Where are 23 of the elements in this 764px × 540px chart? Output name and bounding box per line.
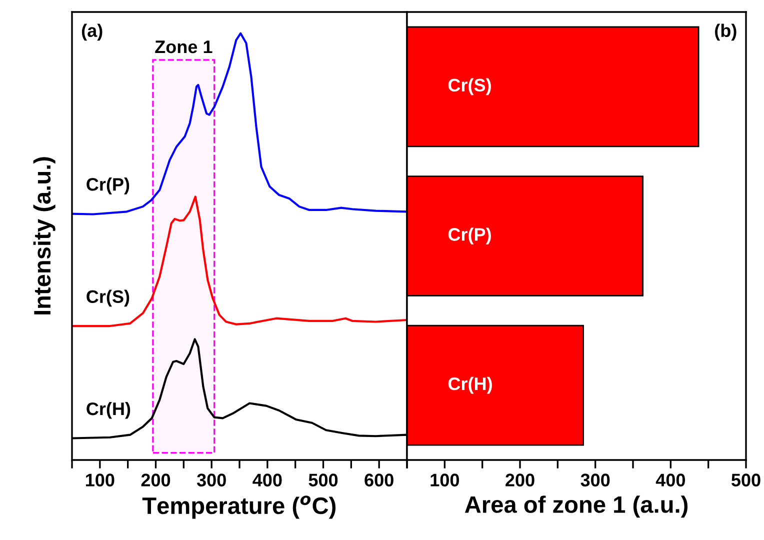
category-label: Cr(S) xyxy=(448,78,491,96)
x-axis-title: Area of zone 1 (a.u.) xyxy=(464,496,688,518)
band-label: Zone 1 xyxy=(155,40,212,54)
category-label: Cr(P) xyxy=(448,228,491,244)
annotation: (a) xyxy=(82,24,102,41)
x-tick-label: 300 xyxy=(196,474,226,486)
x-tick-label: 300 xyxy=(580,474,610,486)
x-tick-label: 600 xyxy=(364,474,394,486)
x-axis-title: Temperature ($^{o}$C) xyxy=(142,496,336,519)
series-label: Cr(P) xyxy=(86,178,130,194)
x-tick-label: 400 xyxy=(252,474,282,486)
x-tick-label: 100 xyxy=(430,474,459,486)
y-axis-title: Intensity (a.u.) xyxy=(33,157,56,314)
annotation: (b) xyxy=(715,24,736,41)
series-label: Cr(S) xyxy=(86,290,130,307)
x-tick-label: 500 xyxy=(731,474,760,486)
x-tick-label: 500 xyxy=(308,474,338,486)
x-tick-label: 400 xyxy=(656,474,685,486)
category-label: Cr(H) xyxy=(448,376,492,394)
x-tick-label: 200 xyxy=(141,474,170,486)
series-label: Cr(H) xyxy=(86,402,130,419)
x-tick-label: 200 xyxy=(506,474,534,486)
x-tick-label: 100 xyxy=(86,474,114,486)
